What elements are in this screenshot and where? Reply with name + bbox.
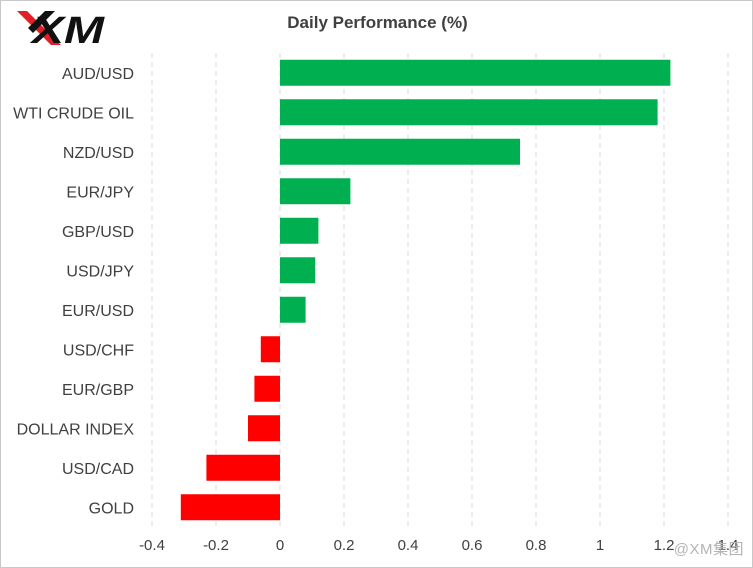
- bar: [280, 296, 306, 323]
- bar: [280, 217, 319, 244]
- category-label: USD/JPY: [66, 263, 134, 280]
- category-label: EUR/GBP: [62, 382, 134, 399]
- x-tick-label: -0.2: [203, 537, 229, 554]
- category-label: NZD/USD: [63, 145, 134, 162]
- category-label: USD/CAD: [62, 461, 134, 478]
- chart-title: Daily Performance (%): [287, 13, 468, 32]
- bar: [280, 138, 520, 165]
- bar: [280, 178, 351, 205]
- bar: [254, 375, 280, 402]
- x-tick-label: 0.6: [462, 537, 483, 554]
- x-tick-label: 0.8: [526, 537, 547, 554]
- x-tick-label: 0: [276, 537, 284, 554]
- xm-logo: XM: [17, 10, 106, 47]
- category-label: GOLD: [89, 500, 134, 517]
- bar: [280, 59, 671, 86]
- bar: [206, 454, 280, 481]
- x-tick-label: 0.4: [398, 537, 419, 554]
- category-label: WTI CRUDE OIL: [13, 105, 134, 122]
- category-label: USD/CHF: [63, 342, 134, 359]
- category-label: DOLLAR INDEX: [17, 421, 135, 438]
- category-label: GBP/USD: [62, 224, 134, 241]
- bar: [180, 494, 280, 521]
- category-label: EUR/JPY: [66, 184, 134, 201]
- x-tick-label: 0.2: [334, 537, 355, 554]
- watermark: @XM集团: [673, 541, 744, 558]
- bar: [260, 336, 280, 363]
- category-label: EUR/USD: [62, 303, 134, 320]
- bar: [280, 257, 316, 284]
- x-tick-label: 1: [596, 537, 604, 554]
- category-label: AUD/USD: [62, 66, 134, 83]
- x-tick-label: -0.4: [139, 537, 165, 554]
- bar: [248, 415, 280, 442]
- x-tick-label: 1.2: [654, 537, 675, 554]
- logo-text: XM: [29, 10, 105, 47]
- bar: [280, 99, 658, 126]
- x-tick-label: 1.4: [718, 537, 739, 554]
